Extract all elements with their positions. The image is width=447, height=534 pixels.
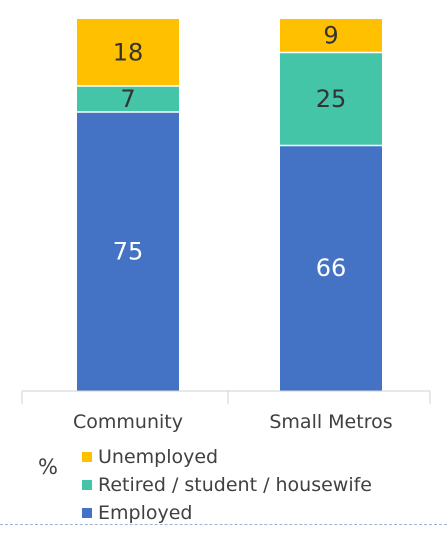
legend-swatch (82, 480, 92, 490)
data-label: 9 (323, 22, 338, 50)
legend-label: Employed (98, 502, 192, 524)
legend-item: Employed (82, 499, 372, 527)
category-labels: Community Small Metros (73, 411, 393, 433)
data-label: 7 (120, 85, 135, 113)
legend-label: Retired / student / housewife (98, 474, 372, 496)
legend-label: Unemployed (98, 446, 218, 468)
category-label: Small Metros (269, 411, 392, 433)
legend-swatch (82, 452, 92, 462)
x-axis-ticks (22, 391, 430, 404)
data-label: 66 (316, 254, 347, 282)
legend-item: Unemployed (82, 443, 372, 471)
data-label: 25 (316, 85, 347, 113)
unit-label: % (38, 455, 58, 479)
data-label: 18 (113, 38, 144, 66)
legend: Unemployed Retired / student / housewife E… (82, 443, 372, 527)
bottom-divider (0, 524, 447, 525)
legend-item: Retired / student / housewife (82, 471, 372, 499)
category-label: Community (73, 411, 183, 433)
data-label: 75 (113, 238, 144, 266)
bars-group: 75 7 18 66 25 9 (77, 19, 382, 391)
legend-swatch (82, 508, 92, 518)
